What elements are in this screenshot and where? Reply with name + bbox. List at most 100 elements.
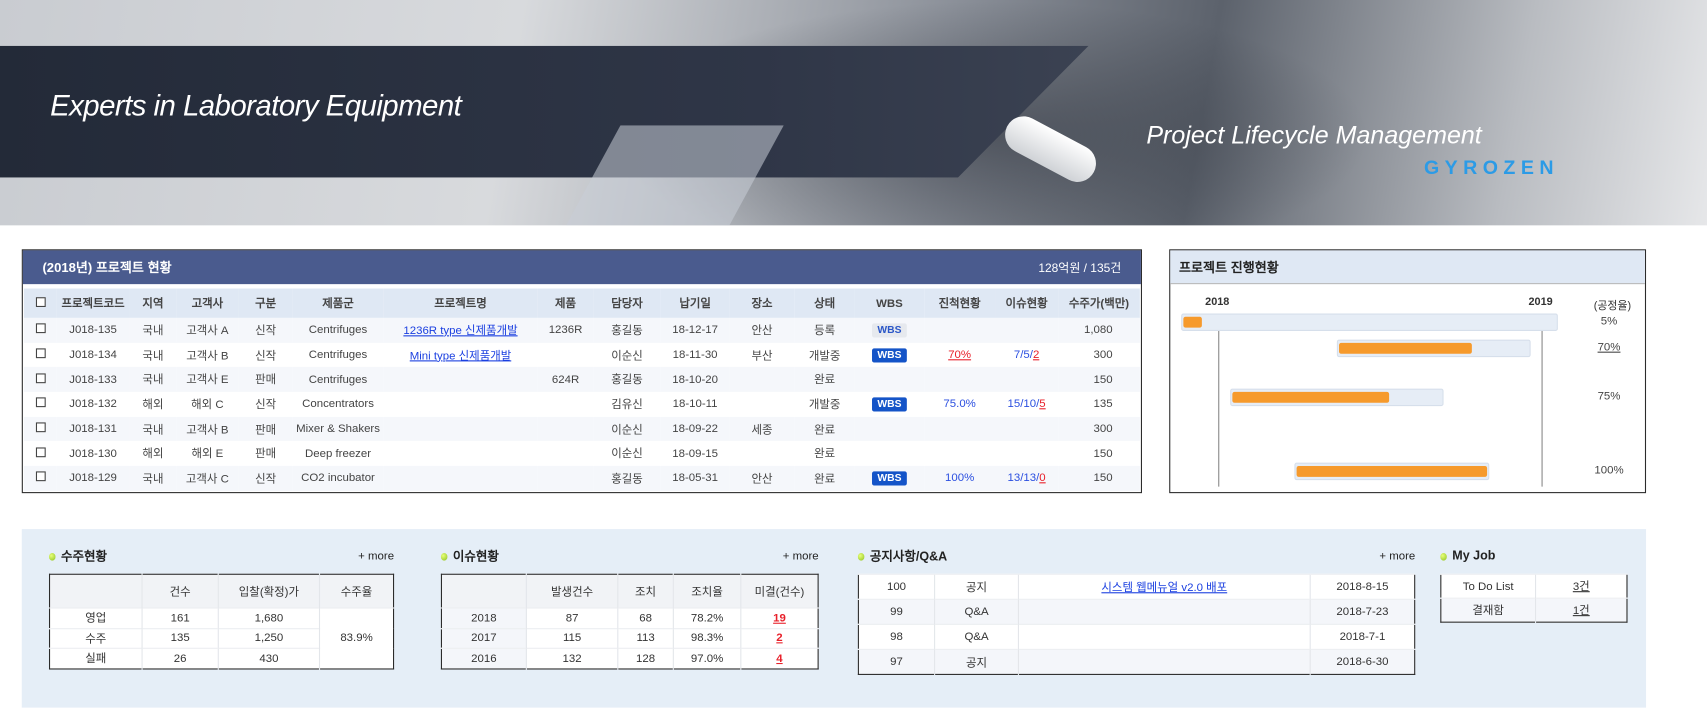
wbs-button[interactable]: WBS xyxy=(871,323,907,338)
row-checkbox[interactable] xyxy=(23,367,57,392)
cell-wbs xyxy=(855,441,925,466)
orders-table: 건수 입찰(확정)가 수주율 영업 161 1,680 83.9% 수주 135 1,250 실패 2… xyxy=(48,573,395,669)
gantt-row: 100% xyxy=(1170,462,1645,481)
row-checkbox[interactable] xyxy=(24,392,57,417)
cell-group: Centrifuges xyxy=(292,367,384,392)
job-count-link[interactable]: 3건 xyxy=(1572,580,1590,594)
progress-value[interactable]: 70% xyxy=(948,348,972,362)
table-cell: 공지 xyxy=(934,573,1019,600)
table-cell: 1,250 xyxy=(217,627,320,649)
row-checkbox[interactable] xyxy=(23,466,57,491)
cell-name xyxy=(383,392,538,417)
wbs-button[interactable]: WBS xyxy=(871,347,907,363)
table-cell: 26 xyxy=(141,647,219,669)
checkbox[interactable] xyxy=(35,397,46,408)
cell-amount: 150 xyxy=(1058,367,1140,392)
cell-manager: 이순신 xyxy=(611,348,643,363)
panel-title: (2018년) 프로젝트 현황 xyxy=(42,260,172,276)
column-header: 수주가(백만) xyxy=(1058,288,1140,318)
orders-more-link[interactable]: + more xyxy=(358,549,395,563)
notice-row[interactable]: 100 공지 시스템 웹메뉴얼 v2.0 배포 2018-8-15 xyxy=(858,573,1415,600)
notice-row[interactable]: 98 Q&A 2018-7-1 xyxy=(858,623,1415,650)
project-row[interactable]: J018-131 국내 고객사 B 판매 Mixer & Shakers 이순신 18-09… xyxy=(23,416,1140,442)
progress-value: 100% xyxy=(945,471,975,485)
checkbox[interactable] xyxy=(35,447,46,457)
row-checkbox[interactable] xyxy=(24,441,57,466)
column-header: 담당자 xyxy=(593,288,661,318)
column-header xyxy=(49,574,143,609)
year-label: 2018 xyxy=(1205,296,1230,309)
checkbox[interactable] xyxy=(35,348,46,359)
cell-name xyxy=(383,441,538,466)
table-cell: 135 xyxy=(141,627,219,649)
notice-title-link[interactable]: 시스템 웹메뉴얼 v2.0 배포 xyxy=(1101,580,1228,594)
cell-region: 국내 xyxy=(129,466,177,491)
year-gridline xyxy=(1541,315,1543,487)
checkbox[interactable] xyxy=(35,373,46,383)
cell-place xyxy=(729,367,795,392)
table-cell: 2018-6-30 xyxy=(1309,648,1415,675)
row-checkbox[interactable] xyxy=(24,343,57,368)
cell-region: 해외 xyxy=(142,447,164,461)
cell-name xyxy=(383,367,538,392)
select-all-checkbox[interactable] xyxy=(23,288,57,318)
project-name-link[interactable]: Mini type 신제품개발 xyxy=(409,348,512,363)
job-count-link[interactable]: 1건 xyxy=(1572,604,1590,618)
notices-more-link[interactable]: + more xyxy=(1379,549,1416,563)
issues-widget: 이슈현황 + more 발생건수 조치 조치율 미결(건수) 2018 87 68 78.2% 1… xyxy=(440,547,819,669)
wbs-button[interactable]: WBS xyxy=(871,471,907,486)
hero-banner: Experts in Laboratory Equipment Project … xyxy=(0,0,1707,226)
cell-manager: 홍길동 xyxy=(593,317,661,343)
cell-place: 세종 xyxy=(729,416,795,442)
cell-customer: 고객사 C xyxy=(176,466,239,491)
table-cell xyxy=(1017,623,1311,650)
project-row[interactable]: J018-134 국내 고객사 B 신작 Centrifuges Mini type 신제… xyxy=(24,343,1140,368)
unresolved-issues-link[interactable]: 4 xyxy=(776,651,783,665)
unresolved-issues-link[interactable]: 2 xyxy=(776,631,783,645)
cell-type: 판매 xyxy=(255,447,277,461)
row-checkbox[interactable] xyxy=(23,317,57,343)
project-row[interactable]: J018-133 국내 고객사 E 판매 Centrifuges 624R 홍길동 18-10… xyxy=(23,367,1140,392)
table-cell: 시스템 웹메뉴얼 v2.0 배포 xyxy=(1017,573,1311,600)
cell-code: J018-132 xyxy=(69,397,117,411)
checkbox[interactable] xyxy=(35,422,46,433)
table-cell: 97.0% xyxy=(672,647,741,669)
table-cell: 19 xyxy=(740,607,819,629)
cell-customer: 해외 C xyxy=(191,398,224,412)
wbs-button[interactable]: WBS xyxy=(871,397,907,412)
project-row[interactable]: J018-132 해외 해외 C 신작 Concentrators 김유신 18-10-11… xyxy=(24,392,1140,417)
cell-wbs: WBS xyxy=(855,392,925,417)
issues-more-link[interactable]: + more xyxy=(782,549,819,563)
open-issue-link[interactable]: 5 xyxy=(1039,397,1046,411)
cell-issue xyxy=(995,416,1059,442)
widget-title: 이슈현황 xyxy=(452,550,499,564)
row-checkbox[interactable] xyxy=(23,416,57,442)
cell-issue xyxy=(995,441,1058,466)
project-row[interactable]: J018-135 국내 고객사 A 신작 Centrifuges 1236R type 신… xyxy=(23,317,1140,343)
cell-type: 신작 xyxy=(238,466,293,491)
gantt-title: 프로젝트 진행현황 xyxy=(1170,250,1645,285)
column-header: 미결(건수) xyxy=(740,574,819,609)
project-name-link[interactable]: 1236R type 신제품개발 xyxy=(403,324,518,338)
table-cell: 2 xyxy=(740,627,819,649)
cell-customer: 고객사 B xyxy=(186,348,229,363)
table-row: 영업 161 1,680 83.9% xyxy=(49,607,394,669)
gantt-bar[interactable] xyxy=(1180,313,1559,331)
checkbox[interactable] xyxy=(35,471,46,482)
open-issue-link[interactable]: 2 xyxy=(1032,348,1040,362)
notice-row[interactable]: 97 공지 2018-6-30 xyxy=(858,648,1415,675)
notice-row[interactable]: 99 Q&A 2018-7-23 xyxy=(858,598,1415,625)
issue-counts: 15/10/ xyxy=(1007,397,1040,411)
issue-counts: 13/13/ xyxy=(1007,471,1040,485)
table-cell: 68 xyxy=(617,607,674,629)
table-row: 실패 26 430 xyxy=(49,647,394,669)
project-row[interactable]: J018-130 해외 해외 E 판매 Deep freezer 이순신 18-09-15 완… xyxy=(24,441,1140,466)
cell-code: J018-135 xyxy=(56,317,130,343)
project-row[interactable]: J018-129 국내 고객사 C 신작 CO2 incubator 홍길동 18-05-3… xyxy=(23,466,1140,491)
cell-customer: 고객사 B xyxy=(176,416,239,442)
cell-name: 1236R type 신제품개발 xyxy=(383,317,538,343)
unresolved-issues-link[interactable]: 19 xyxy=(773,611,786,625)
checkbox[interactable] xyxy=(35,323,46,334)
cell-code: J018-130 xyxy=(69,447,117,461)
open-issue-link[interactable]: 0 xyxy=(1039,471,1046,485)
